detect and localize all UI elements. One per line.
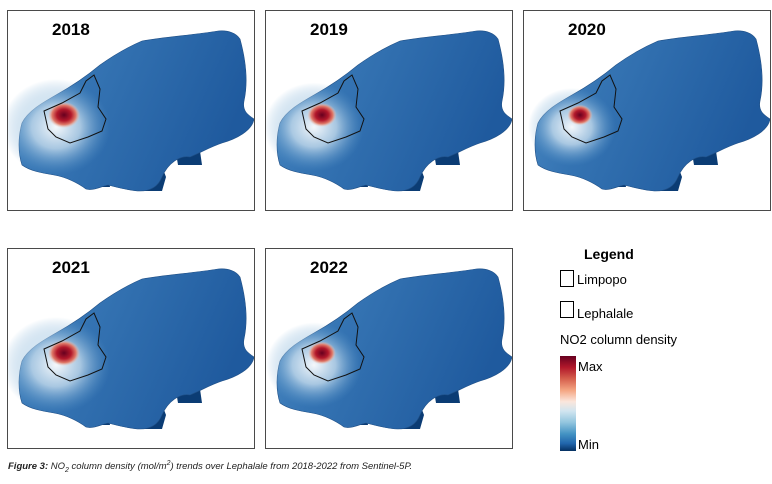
caption-text-b: column density (mol/m [68, 461, 167, 473]
caption-sup: 2 [166, 460, 171, 467]
year-label-2018: 2018 [52, 20, 90, 39]
ramp-max-label: Max [578, 359, 603, 374]
density-title: NO2 column density [560, 332, 678, 347]
year-label-2021: 2021 [52, 258, 90, 277]
lephalale-boundary [301, 312, 365, 382]
limpopo-swatch [560, 270, 574, 287]
year-label-2019: 2019 [310, 20, 348, 39]
map-2021 [8, 268, 254, 430]
limpopo-label: Limpopo [577, 272, 627, 287]
caption-text-c: ) trends over Lephalale from 2018-2022 f… [170, 461, 413, 473]
map-2019 [266, 30, 512, 192]
map-panel-2020: 2020 [523, 10, 771, 211]
caption-sub: 2 [65, 467, 69, 475]
color-ramp [560, 356, 576, 451]
no2-elevated-area [528, 88, 616, 166]
no2-hotspot [567, 104, 593, 126]
no2-hotspot [307, 103, 337, 127]
map-panel-2018: 2018 [7, 10, 255, 211]
ramp-min-label: Min [578, 437, 599, 452]
lephalale-boundary [559, 74, 623, 144]
no2-hotspot [48, 340, 80, 366]
no2-hotspot [48, 102, 80, 128]
legend-title: Legend [584, 246, 634, 262]
map-panel-2022: 2022 [265, 248, 513, 449]
year-label-2020: 2020 [568, 20, 606, 39]
lephalale-boundary [43, 312, 107, 382]
lephalale-boundary [301, 74, 365, 144]
map-2022 [266, 268, 512, 430]
lephalale-swatch [560, 301, 574, 318]
map-2018 [8, 30, 254, 192]
figure-caption: Figure 3: NO2 column density (mol/m2) tr… [8, 460, 412, 474]
no2-elevated-area [266, 322, 362, 408]
map-2020 [528, 30, 770, 192]
no2-hotspot [308, 341, 336, 365]
lephalale-boundary [43, 74, 107, 144]
map-panel-2021: 2021 [7, 248, 255, 449]
caption-label: Figure 3: [8, 461, 49, 473]
year-label-2022: 2022 [310, 258, 348, 277]
no2-elevated-area [266, 82, 364, 172]
caption-text-a: NO [48, 461, 66, 473]
lephalale-label: Lephalale [577, 306, 634, 321]
map-panel-2019: 2019 [265, 10, 513, 211]
